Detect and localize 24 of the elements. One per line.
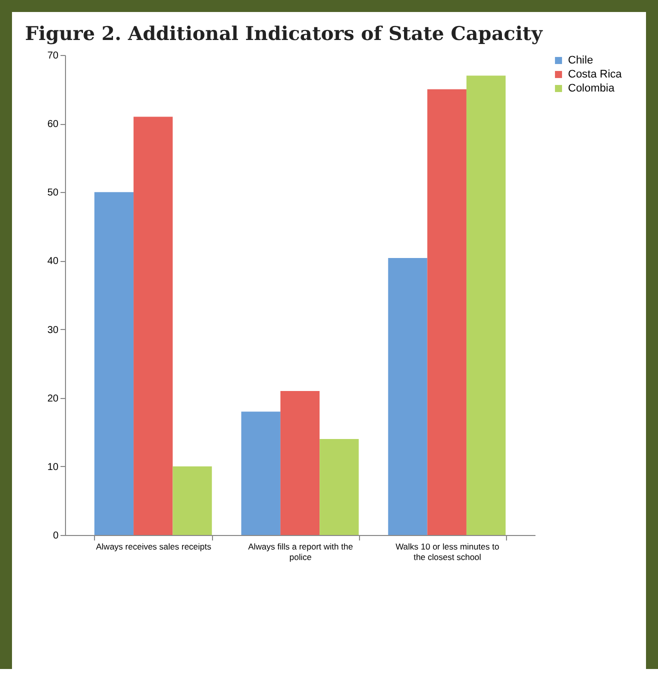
bar: [320, 439, 359, 535]
y-tick-label: 50: [47, 188, 59, 199]
bar: [134, 116, 173, 535]
bar: [466, 76, 506, 535]
bar: [280, 391, 320, 535]
y-tick-label: 10: [47, 462, 59, 473]
bar: [94, 192, 134, 535]
chart-title: Figure 2. Additional Indicators of State Capacity: [25, 23, 544, 45]
y-tick-label: 20: [47, 393, 59, 404]
bar: [427, 89, 466, 535]
x-tick-label: Always receives sales receipts: [96, 542, 212, 552]
legend-label: Chile: [568, 54, 594, 66]
bar: [172, 466, 212, 535]
y-tick-label: 60: [47, 119, 59, 130]
legend-label: Costa Rica: [568, 68, 623, 80]
y-tick-label: 0: [52, 530, 59, 542]
bar: [388, 258, 428, 535]
y-tick-label: 40: [47, 256, 59, 268]
x-tick-label: Always fills a report with the police: [248, 542, 354, 562]
legend-label: Colombia: [568, 82, 616, 94]
y-tick-label: 30: [47, 324, 59, 336]
bar: [241, 412, 280, 535]
x-tick-label: Walks 10 or less minutes to the closest school: [396, 542, 500, 562]
y-tick-label: 70: [47, 50, 59, 62]
